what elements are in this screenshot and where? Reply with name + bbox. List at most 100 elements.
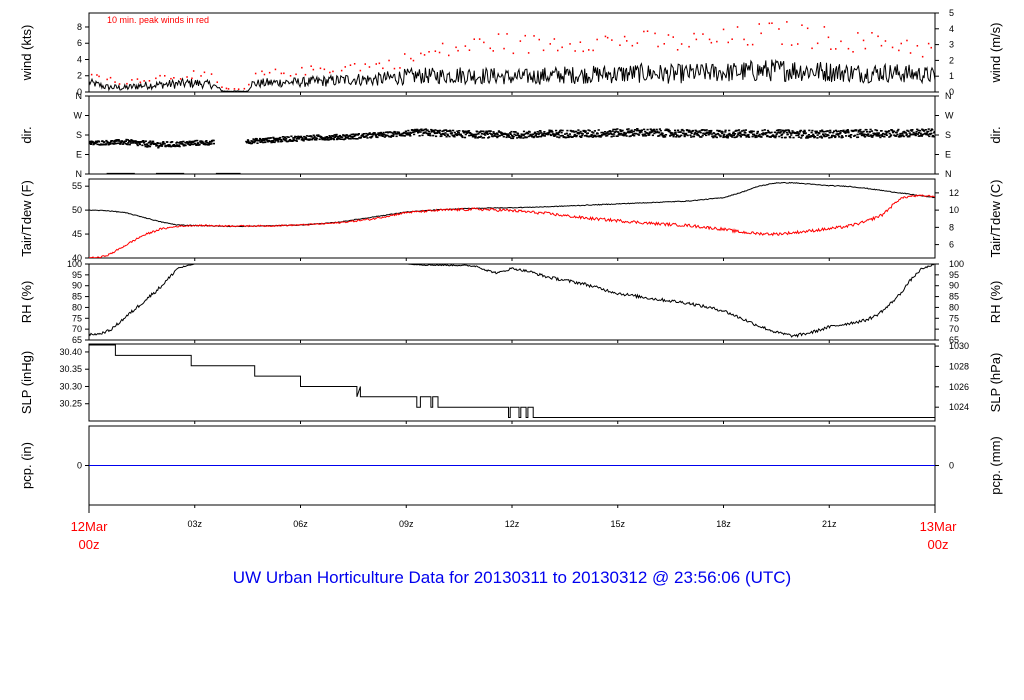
dir-point — [301, 137, 304, 139]
dir-point — [677, 129, 680, 132]
dir-point — [295, 140, 298, 142]
dir-point — [189, 144, 192, 146]
dir-point — [313, 135, 316, 138]
dir-point — [482, 136, 486, 139]
dir-point — [480, 133, 483, 135]
dir-point — [272, 136, 275, 139]
wind-point — [835, 48, 837, 50]
pcp-ylabel-left: pcp. (in) — [19, 442, 34, 489]
pcp-right-tick-label: 0 — [949, 461, 954, 471]
wind-point — [778, 28, 780, 30]
dir-point — [511, 134, 514, 137]
dir-point — [858, 133, 861, 135]
dir-point — [761, 134, 764, 136]
dir-point — [592, 132, 595, 134]
dir-point — [522, 134, 525, 137]
dir-point — [734, 133, 737, 135]
dir-point — [335, 135, 338, 137]
dir-point — [834, 135, 837, 137]
dir-point — [467, 131, 470, 134]
wind-point — [263, 73, 266, 76]
dir-point — [668, 130, 671, 132]
wind-point — [880, 44, 883, 47]
dir-point — [486, 133, 489, 135]
dir-point — [505, 133, 508, 136]
dir-point — [336, 138, 339, 141]
dir-point — [841, 136, 844, 138]
dir-point — [405, 133, 408, 136]
dir-point — [737, 132, 740, 134]
dir-point — [846, 129, 849, 131]
dir-point — [869, 128, 872, 131]
dir-point — [470, 133, 473, 135]
dir-point — [788, 131, 791, 134]
dir-point — [812, 133, 815, 136]
dir-point — [198, 143, 201, 146]
dir-point — [810, 131, 813, 134]
dir-point — [368, 132, 371, 134]
dir-point — [578, 132, 581, 134]
dir-point — [389, 131, 392, 133]
dir-point — [344, 138, 347, 140]
dir-point — [807, 136, 810, 139]
dir-point — [722, 135, 725, 137]
dir-point — [430, 130, 433, 132]
dir-point — [428, 133, 432, 135]
wind-point — [191, 77, 193, 80]
dir-point — [102, 143, 105, 145]
dir-point — [199, 140, 203, 142]
dir-point — [253, 139, 256, 141]
rh-right-tick-label: 100 — [949, 259, 964, 269]
dir-point — [931, 134, 935, 137]
dir-point — [112, 143, 115, 145]
dir-point — [482, 130, 485, 133]
dir-point — [595, 135, 598, 138]
wind-point — [301, 66, 303, 69]
dir-point — [803, 130, 806, 133]
dir-point — [733, 136, 736, 139]
slp-panel: 30.25 30.30 30.35 30.40 1024 1026 1028 1030 SLP … — [19, 341, 1003, 424]
dir-point — [437, 130, 440, 132]
dir-point — [292, 137, 295, 139]
dir-point — [721, 132, 724, 135]
wind-point — [927, 42, 930, 45]
dir-point — [884, 130, 887, 133]
dir-point — [789, 136, 792, 139]
wind-point — [708, 38, 711, 41]
dir-point — [432, 129, 435, 132]
dir-point — [524, 136, 527, 139]
dir-point — [351, 136, 354, 139]
dir-point — [834, 129, 838, 132]
dir-point — [797, 136, 800, 138]
dir-point — [516, 133, 520, 135]
wind-point — [823, 26, 826, 28]
dir-point — [869, 134, 873, 136]
wind-point — [857, 32, 859, 34]
chart-footer-title: UW Urban Horticulture Data for 20130311 … — [233, 568, 791, 587]
dir-point — [420, 128, 423, 131]
dir-point — [642, 135, 645, 137]
rh-series-0 — [89, 264, 935, 338]
dir-point — [148, 141, 151, 143]
dir-point — [174, 145, 177, 148]
wind-point — [654, 32, 656, 35]
dir-point — [633, 134, 636, 137]
dir-point — [432, 134, 435, 137]
dir-point — [888, 130, 891, 132]
dir-point — [395, 135, 398, 138]
dir-point — [832, 131, 835, 134]
wind-right-tick-label: 1 — [949, 71, 954, 81]
dir-point — [613, 133, 616, 135]
rh-left-tick-label: 70 — [72, 324, 82, 334]
dir-point — [205, 140, 208, 142]
dir-point — [325, 136, 329, 138]
dir-point — [630, 129, 633, 132]
dir-point — [729, 134, 732, 136]
dir-point — [310, 135, 313, 138]
rh-left-tick-label: 75 — [72, 313, 82, 323]
dir-point — [865, 129, 868, 131]
dir-point — [575, 134, 578, 137]
dir-point — [538, 132, 541, 134]
dir-point — [626, 131, 629, 134]
dir-point — [407, 129, 410, 132]
